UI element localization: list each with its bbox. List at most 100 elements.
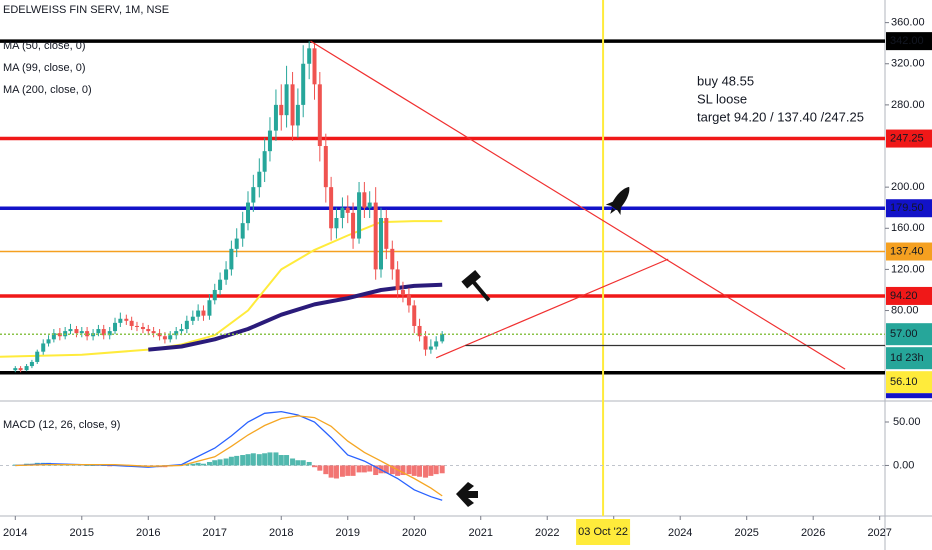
candle-body — [201, 310, 206, 316]
histogram-bar — [267, 452, 273, 466]
y-tick-label: 320.00 — [891, 58, 925, 70]
candle-body — [329, 187, 334, 229]
level-tag-label: 94.20 — [890, 290, 918, 302]
y-tick-label: 280.00 — [891, 99, 925, 111]
histogram-bar — [333, 465, 339, 479]
candle-body — [290, 84, 295, 126]
candle-body — [390, 248, 395, 270]
date-tag-label: 03 Oct '22 — [578, 526, 628, 538]
x-tick-label: 2024 — [668, 527, 692, 539]
candle-body — [46, 339, 51, 344]
trend-line — [310, 40, 846, 370]
candle-body — [295, 104, 300, 126]
x-tick-label: 2017 — [203, 527, 227, 539]
histogram-bar — [256, 454, 262, 466]
candle-body — [68, 329, 73, 332]
histogram-bar — [240, 455, 246, 466]
histogram-bar — [295, 460, 301, 466]
histogram-bar — [433, 465, 439, 475]
candle-body — [179, 329, 184, 332]
histogram-bar — [217, 459, 223, 466]
hammer-icon — [461, 270, 491, 302]
histogram-bar — [406, 465, 412, 475]
candle-body — [423, 336, 428, 350]
candle-body — [284, 84, 289, 116]
y-tick-label: 160.00 — [891, 222, 925, 234]
candle-body — [134, 325, 139, 327]
x-tick-label: 2027 — [867, 527, 891, 539]
candle-body — [257, 171, 262, 188]
histogram-bar — [84, 465, 90, 466]
chart-title: EDELWEISS FIN SERV, 1M, NSE — [3, 4, 169, 16]
y-tick-label: 200.00 — [891, 181, 925, 193]
candle-body — [412, 305, 417, 326]
arrow-icon — [456, 482, 478, 507]
candle-body — [113, 322, 118, 332]
candle-body — [384, 217, 389, 249]
candle-body — [351, 212, 356, 239]
level-tag — [886, 199, 932, 218]
candle-body — [207, 300, 212, 316]
y-tick-label: 50.00 — [893, 416, 921, 428]
histogram-bar — [273, 452, 279, 466]
level-tag — [886, 242, 932, 261]
y-tick-label: 360.00 — [891, 17, 925, 29]
indicator-label: MA (99, close, 0) — [3, 62, 86, 74]
histogram-bar — [361, 465, 367, 473]
annotation: SL loose — [697, 91, 747, 106]
trend-line — [435, 258, 669, 359]
candle-body — [107, 331, 112, 336]
histogram-bar — [284, 455, 290, 466]
candle-body — [51, 333, 56, 340]
histogram-bar — [312, 465, 318, 468]
candle-body — [57, 333, 62, 337]
candle-body — [218, 279, 223, 290]
level-tag — [886, 129, 932, 148]
histogram-bar — [190, 463, 196, 466]
x-tick-label: 2021 — [468, 527, 492, 539]
macd-line — [15, 410, 443, 501]
x-tick-label: 2019 — [336, 527, 360, 539]
candle-body — [74, 329, 79, 334]
annotation: buy 48.55 — [697, 73, 754, 88]
histogram-bar — [383, 465, 389, 474]
histogram-bar — [339, 465, 345, 477]
candle-body — [151, 331, 156, 334]
candle-body — [162, 336, 167, 340]
histogram-bar — [356, 465, 362, 473]
histogram-bar — [400, 465, 406, 476]
histogram-bar — [439, 465, 445, 474]
x-tick-label: 2026 — [801, 527, 825, 539]
candle-body — [434, 341, 439, 347]
candle-body — [146, 329, 151, 332]
histogram-bar — [245, 454, 251, 466]
candle-body — [157, 333, 162, 337]
candle-body — [190, 316, 195, 321]
candle-body — [267, 130, 272, 152]
rocket-icon — [605, 186, 630, 215]
histogram-bar — [323, 465, 329, 475]
histogram-bar — [278, 455, 284, 466]
x-tick-label: 2022 — [535, 527, 559, 539]
candle-body — [184, 320, 189, 330]
histogram-bar — [195, 462, 201, 466]
candle-body — [428, 346, 433, 350]
price-tag — [886, 347, 932, 370]
histogram-bar — [428, 465, 434, 476]
histogram-bar — [306, 461, 312, 466]
candle-body — [129, 320, 134, 326]
candle-body — [79, 331, 84, 334]
price-tag-label: 57.00 — [890, 328, 918, 340]
candle-body — [101, 329, 106, 336]
level-tag-label: 179.50 — [890, 202, 924, 214]
date-tag — [576, 519, 631, 545]
candle-body — [378, 217, 383, 270]
histogram-bar — [262, 453, 268, 466]
candle-body — [234, 238, 239, 249]
histogram-bar — [423, 465, 429, 478]
candle-body — [140, 326, 145, 330]
annotation: target 94.20 / 137.40 /247.25 — [697, 109, 864, 124]
